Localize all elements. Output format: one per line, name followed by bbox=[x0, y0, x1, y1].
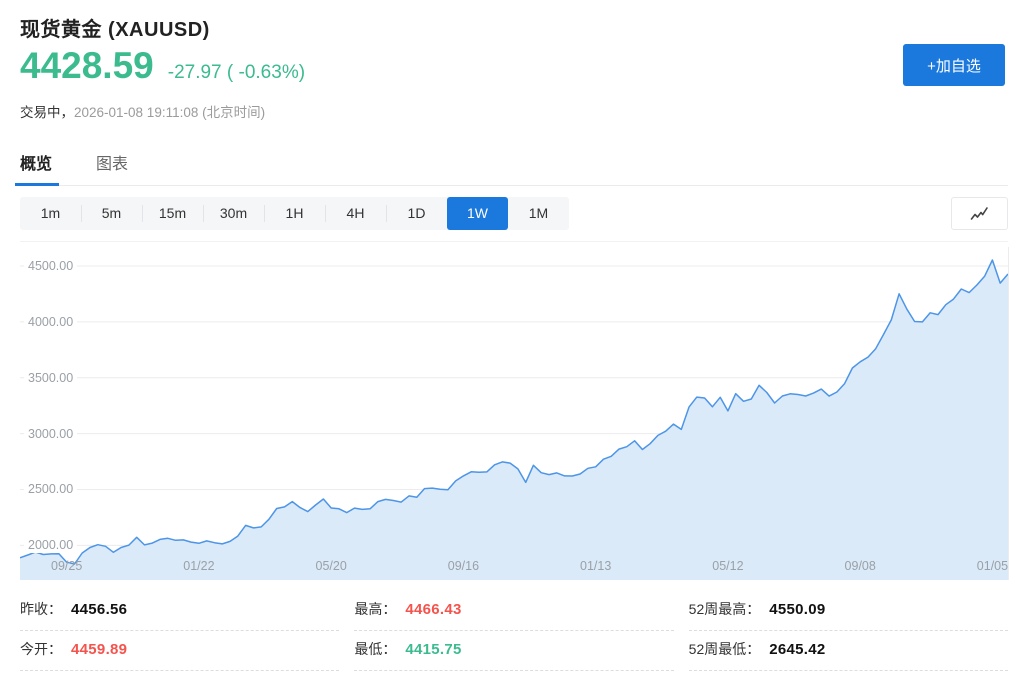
timeframe-4h[interactable]: 4H bbox=[325, 197, 386, 230]
stat-label: 52周最低： bbox=[688, 641, 761, 657]
stat-label: 52周最高： bbox=[688, 601, 761, 617]
tab-chart[interactable]: 图表 bbox=[96, 156, 129, 173]
stat-value: 2645.42 bbox=[769, 641, 826, 658]
timeframe-1d[interactable]: 1D bbox=[386, 197, 447, 230]
x-axis-label: 01/22 bbox=[183, 559, 215, 573]
quote-timestamp: 2026-01-08 19:11:08 (北京时间) bbox=[74, 105, 266, 120]
stat-row: 最低： 4415.75 bbox=[354, 631, 674, 671]
stat-value: 4466.43 bbox=[405, 601, 462, 618]
stat-label: 昨收： bbox=[20, 601, 62, 617]
x-axis-label: 09/25 bbox=[51, 559, 83, 573]
stat-row: 52周最低： 2645.42 bbox=[688, 631, 1008, 671]
stat-column: 昨收： 4456.56 今开： 4459.89 bbox=[20, 591, 340, 671]
price-chart[interactable]: 4500.00 4000.00 3500.00 3000.00 2500.00 2000.… bbox=[20, 247, 1009, 580]
stat-label: 最高： bbox=[354, 601, 397, 617]
timeframe-group: 1m 5m 15m 30m 1H 4H 1D 1W 1M bbox=[20, 197, 569, 230]
stat-row: 最高： 4466.43 bbox=[354, 591, 674, 631]
timeframe-30m[interactable]: 30m bbox=[203, 197, 264, 230]
add-watchlist-button[interactable]: +加自选 bbox=[903, 44, 1005, 86]
x-axis-label: 01/05 bbox=[976, 559, 1009, 573]
price-area-chart bbox=[20, 259, 1008, 580]
stats-grid: 昨收： 4456.56 今开： 4459.89 最高： 4466.43 最低： 4415.75… bbox=[20, 591, 1008, 671]
price-change: -27.97 ( -0.63%) bbox=[167, 62, 306, 83]
y-axis-label: 4500.00 bbox=[24, 257, 78, 274]
y-axis-label: 4000.00 bbox=[24, 313, 78, 330]
chart-style-button[interactable] bbox=[951, 197, 1008, 230]
timeframe-1m[interactable]: 1M bbox=[528, 205, 549, 221]
stat-label: 今开： bbox=[20, 641, 62, 657]
x-axis-label: 09/16 bbox=[447, 559, 480, 573]
x-axis-label: 09/08 bbox=[844, 559, 876, 573]
stat-value: 4456.56 bbox=[71, 601, 128, 618]
timeframe-5m[interactable]: 5m bbox=[81, 197, 142, 230]
status-row: 交易中，2026-01-08 19:11:08 (北京时间) bbox=[20, 101, 265, 121]
last-price: 4428.59 bbox=[20, 45, 154, 86]
stat-column: 最高： 4466.43 最低： 4415.75 bbox=[354, 591, 674, 671]
x-axis-label: 05/12 bbox=[712, 559, 744, 573]
timeframe-1w[interactable]: 1W bbox=[447, 197, 508, 230]
tab-overview[interactable]: 概览 bbox=[14, 149, 60, 186]
y-axis-label: 2500.00 bbox=[24, 481, 78, 498]
timeframe-15m[interactable]: 15m bbox=[142, 197, 203, 230]
tab-bar: 概览 图表 bbox=[14, 149, 1008, 186]
stat-row: 昨收： 4456.56 bbox=[20, 591, 340, 631]
y-axis-label: 2000.00 bbox=[24, 537, 78, 554]
section-divider bbox=[20, 241, 1008, 242]
stat-label: 最低： bbox=[354, 641, 397, 657]
stat-row: 52周最高： 4550.09 bbox=[688, 591, 1008, 631]
x-axis-label: 05/20 bbox=[315, 559, 347, 573]
page-title: 现货黄金 (XAUUSD) bbox=[20, 19, 210, 41]
stat-value: 4459.89 bbox=[71, 641, 128, 658]
timeframe-1m[interactable]: 1m bbox=[40, 205, 61, 221]
trading-status: 交易中， bbox=[20, 105, 74, 120]
stat-value: 4550.09 bbox=[769, 601, 826, 618]
stat-value: 4415.75 bbox=[405, 641, 462, 658]
y-axis-label: 3000.00 bbox=[24, 425, 78, 442]
chart-toolbar: 1m 5m 15m 30m 1H 4H 1D 1W 1M bbox=[20, 197, 1008, 230]
timeframe-1h[interactable]: 1H bbox=[264, 197, 325, 230]
line-chart-icon bbox=[970, 206, 988, 220]
stat-column: 52周最高： 4550.09 52周最低： 2645.42 bbox=[688, 591, 1008, 671]
stat-row: 今开： 4459.89 bbox=[20, 631, 340, 671]
x-axis-label: 01/13 bbox=[580, 559, 612, 573]
y-axis-label: 3500.00 bbox=[24, 369, 78, 386]
price-row: 4428.59 -27.97 ( -0.63%) bbox=[20, 45, 305, 87]
